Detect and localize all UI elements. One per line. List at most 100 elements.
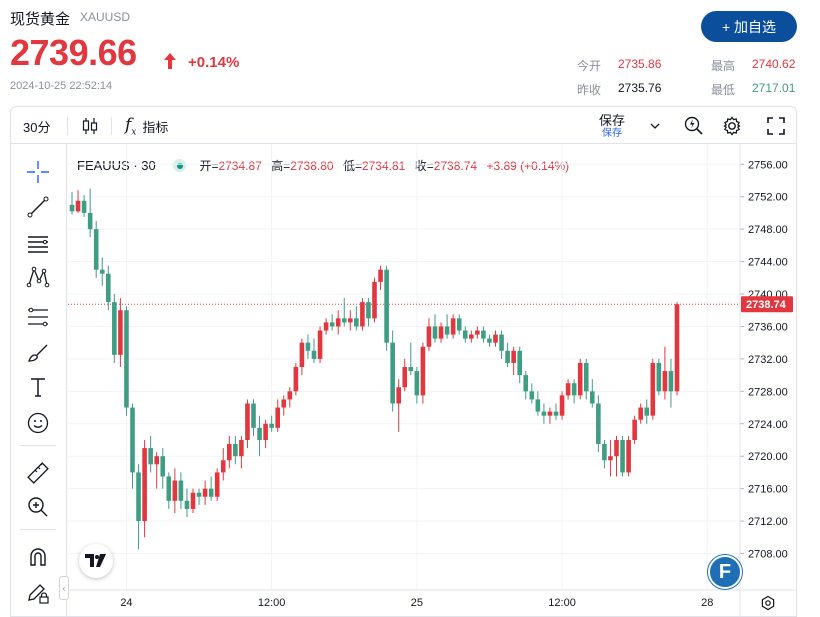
trend-line-icon <box>27 196 49 218</box>
y-tick-label: 2716.00 <box>748 484 788 496</box>
candle-body <box>245 403 250 440</box>
candle-body <box>233 444 238 457</box>
open-value: 2735.86 <box>618 57 662 71</box>
candle-body <box>553 411 559 416</box>
candle-body <box>390 342 395 404</box>
candle-body <box>614 439 619 457</box>
f-badge-icon: F <box>708 555 742 589</box>
y-tick-label: 2744.00 <box>748 257 788 269</box>
legend-change: +3.89 (+0.14%) <box>486 159 570 173</box>
legend-open-label: 开= <box>199 159 219 173</box>
measure-tool[interactable] <box>24 459 52 487</box>
candle-body <box>329 322 335 327</box>
lock-drawing-tool[interactable] <box>24 579 52 607</box>
add-watchlist-button[interactable]: + 加自选 <box>701 11 797 42</box>
gear-icon <box>723 116 741 136</box>
crosshair-tool[interactable] <box>24 158 52 186</box>
indicators-button[interactable]: fx 指标 <box>125 107 168 145</box>
legend-high: 2738.80 <box>290 159 334 173</box>
emoji-tool[interactable] <box>24 409 52 437</box>
candle-body <box>366 302 371 319</box>
candle-body <box>118 310 123 355</box>
candle-body <box>148 448 153 465</box>
pattern-tool[interactable] <box>24 263 52 291</box>
candle-body <box>190 492 196 509</box>
fullscreen-icon <box>767 117 785 135</box>
brush-icon <box>28 344 48 362</box>
brush-tool[interactable] <box>24 339 52 367</box>
candle-body <box>608 456 613 461</box>
y-tick-label: 2712.00 <box>748 516 788 528</box>
fullscreen-button[interactable] <box>766 107 786 145</box>
candle-body <box>348 318 353 323</box>
y-tick-label: 2728.00 <box>748 386 788 398</box>
arrow-up-icon <box>164 53 176 69</box>
low-value: 2717.01 <box>752 81 796 95</box>
candle-body <box>208 488 214 497</box>
y-tick-label: 2756.00 <box>748 159 788 171</box>
candle-body <box>293 367 299 392</box>
y-tick-label: 2708.00 <box>748 549 788 561</box>
candle-body <box>214 472 220 497</box>
candle-type-button[interactable] <box>81 107 99 145</box>
scale-settings-button[interactable] <box>760 595 776 611</box>
save-dropdown[interactable] <box>649 107 661 145</box>
tool-divider <box>20 445 56 446</box>
tradingview-logo <box>79 544 113 578</box>
parallel-channel-tool[interactable] <box>24 229 52 257</box>
candle-body <box>263 423 268 440</box>
candle-body <box>160 456 166 477</box>
candle-body <box>426 326 432 347</box>
candle-body <box>106 273 111 303</box>
current-price: 2739.66 <box>10 32 137 73</box>
settings-button[interactable] <box>721 107 743 145</box>
chevron-down-icon <box>650 123 660 129</box>
candle-body <box>517 350 522 376</box>
candle-body <box>299 342 305 367</box>
x-tick-label: 28 <box>701 597 713 609</box>
candle-body <box>541 411 547 416</box>
zoom-tool[interactable] <box>24 493 52 521</box>
y-tick-label: 2748.00 <box>748 224 788 236</box>
toolbar-divider <box>111 117 112 135</box>
magnet-tool[interactable] <box>24 543 52 571</box>
candle-body <box>136 472 141 522</box>
candle-body <box>220 460 226 473</box>
candle-body <box>99 269 105 274</box>
candle-body <box>166 476 172 501</box>
candle-body <box>305 342 311 351</box>
interval-selector[interactable]: 30分 <box>23 119 51 135</box>
candle-body <box>154 456 159 465</box>
candle-body <box>323 322 329 331</box>
candle-body <box>335 318 341 327</box>
candle-body <box>408 367 414 372</box>
candle-body <box>438 326 444 339</box>
candle-body <box>287 391 293 400</box>
tv-logo-icon <box>85 554 106 567</box>
ruler-icon <box>27 462 49 484</box>
text-tool[interactable] <box>24 373 52 401</box>
collapse-toolbar-button[interactable]: ‹ <box>59 576 69 600</box>
candle-body <box>69 204 75 212</box>
chart-toolbar: 30分 fx 指标 保存 保存 <box>10 106 797 144</box>
candle-body <box>81 200 87 213</box>
fib-levels-icon <box>28 307 48 327</box>
candle-body <box>535 399 541 412</box>
candle-body <box>432 326 438 339</box>
legend-symbol: FEAUUS · 30 <box>77 158 156 173</box>
candle-body <box>172 480 178 501</box>
quick-search-button[interactable] <box>683 107 705 145</box>
candle-body <box>596 403 601 445</box>
candle-body <box>668 371 674 392</box>
fib-tool[interactable] <box>24 303 52 331</box>
y-tick-label: 2736.00 <box>748 321 788 333</box>
pencil-lock-icon <box>28 584 49 604</box>
candle-body <box>487 338 492 343</box>
trend-line-tool[interactable] <box>24 193 52 221</box>
candle-body <box>505 350 510 363</box>
candle-body <box>341 318 347 323</box>
save-button[interactable]: 保存 保存 <box>599 107 625 145</box>
candle-body <box>620 439 625 473</box>
open-label: 今开 <box>577 59 602 73</box>
